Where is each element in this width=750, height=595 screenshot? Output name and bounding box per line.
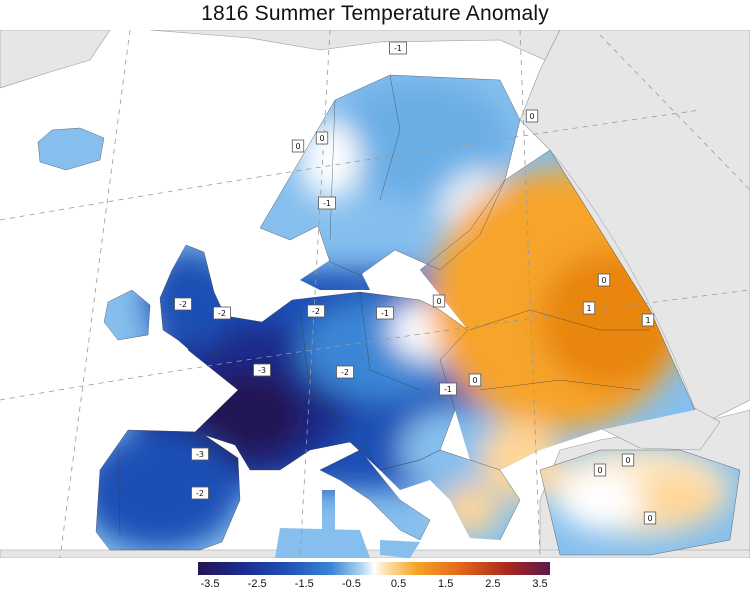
value-label: -1: [439, 382, 457, 396]
svg-text:0: 0: [472, 376, 477, 385]
value-label: 1: [641, 313, 655, 327]
value-label: -2: [213, 306, 231, 320]
value-label: -3: [191, 447, 209, 461]
svg-text:-3: -3: [196, 450, 204, 459]
svg-text:-2: -2: [218, 309, 226, 318]
value-label: 1: [582, 301, 596, 315]
value-label: -2: [336, 365, 354, 379]
svg-text:-3: -3: [258, 366, 266, 375]
svg-text:-2: -2: [196, 489, 204, 498]
colorbar-tick-label: -3.5: [200, 578, 220, 590]
colorbar-tick-label: -0.5: [341, 578, 361, 590]
value-label: 0: [525, 109, 539, 123]
svg-text:0: 0: [647, 514, 652, 523]
colorbar-tick-label: 1.5: [438, 578, 454, 590]
map-title: 1816 Summer Temperature Anomaly: [201, 2, 549, 25]
value-label: 0: [291, 139, 305, 153]
svg-text:-1: -1: [381, 309, 389, 318]
value-label: 0: [315, 131, 329, 145]
svg-text:0: 0: [436, 297, 441, 306]
value-label: 0: [597, 273, 611, 287]
value-label: 0: [621, 453, 635, 467]
value-label: 0: [593, 463, 607, 477]
svg-text:1: 1: [645, 316, 650, 325]
data-domain-edge: [549, 149, 696, 411]
colorbar-tick-label: 2.5: [485, 578, 501, 590]
value-label: -2: [191, 486, 209, 500]
colorbar-tick-label: -2.5: [247, 578, 267, 590]
value-label: -1: [389, 41, 407, 55]
colorbar-tick-label: -1.5: [294, 578, 314, 590]
svg-text:0: 0: [601, 276, 606, 285]
colorbar-tick-label: 3.5: [532, 578, 548, 590]
svg-text:-1: -1: [323, 199, 331, 208]
value-label: -1: [318, 196, 336, 210]
svg-text:-2: -2: [312, 307, 320, 316]
svg-text:0: 0: [625, 456, 630, 465]
svg-text:1: 1: [586, 304, 591, 313]
svg-text:0: 0: [319, 134, 324, 143]
colorbar: [198, 562, 550, 575]
country-borders: [37, 74, 741, 556]
value-labels: -1 0 0 0 -1 -2 -2 -2 -1 0 1 1 0 -3 -2 -1 0 -3 0 0 -2 0: [174, 41, 657, 525]
svg-text:0: 0: [295, 142, 300, 151]
svg-text:-1: -1: [394, 44, 402, 53]
value-label: -1: [376, 306, 394, 320]
temperature-anomaly-map[interactable]: -1 0 0 0 -1 -2 -2 -2 -1 0 1 1 0 -3 -2 -1 0 -3 0 0 -2 0: [0, 30, 750, 558]
value-label: 0: [468, 373, 482, 387]
svg-text:0: 0: [529, 112, 534, 121]
colorbar-tick-label: 0.5: [390, 578, 407, 590]
svg-text:-1: -1: [444, 385, 452, 394]
value-label: 0: [432, 294, 446, 308]
graticule: [0, 30, 750, 558]
svg-text:0: 0: [597, 466, 602, 475]
svg-text:-2: -2: [341, 368, 349, 377]
value-label: -2: [174, 297, 192, 311]
value-label: 0: [643, 511, 657, 525]
value-label: -2: [307, 304, 325, 318]
value-label: -3: [253, 363, 271, 377]
svg-text:-2: -2: [179, 300, 187, 309]
